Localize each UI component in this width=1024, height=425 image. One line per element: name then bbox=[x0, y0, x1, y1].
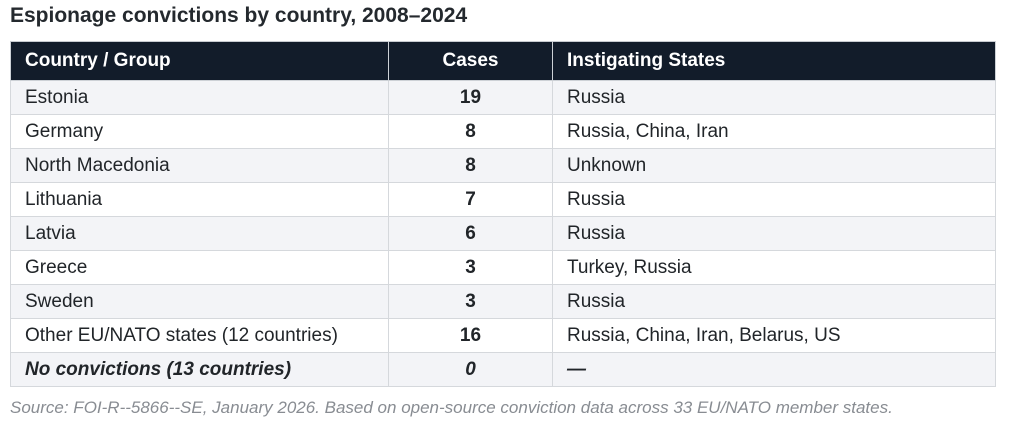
country-cell: Estonia bbox=[10, 80, 389, 115]
instigators-cell: Russia bbox=[552, 284, 996, 319]
country-cell: North Macedonia bbox=[10, 148, 389, 183]
cases-cell: 3 bbox=[388, 250, 553, 285]
table-body: Estonia 19 Russia Germany 8 Russia, Chin… bbox=[10, 80, 996, 387]
table-row: Latvia 6 Russia bbox=[10, 216, 996, 251]
cases-cell: 0 bbox=[388, 352, 553, 387]
country-cell: Lithuania bbox=[10, 182, 389, 217]
instigators-cell: Russia bbox=[552, 182, 996, 217]
table-row: Greece 3 Turkey, Russia bbox=[10, 250, 996, 285]
instigators-cell: Unknown bbox=[552, 148, 996, 183]
column-header-country: Country / Group bbox=[10, 41, 389, 81]
instigators-cell: Russia, China, Iran bbox=[552, 114, 996, 149]
cases-cell: 7 bbox=[388, 182, 553, 217]
country-cell: Other EU/NATO states (12 countries) bbox=[10, 318, 389, 353]
instigators-cell: Turkey, Russia bbox=[552, 250, 996, 285]
instigators-cell: — bbox=[552, 352, 996, 387]
source-note: Source: FOI-R--5866--SE, January 2026. B… bbox=[10, 398, 893, 417]
table-row: Estonia 19 Russia bbox=[10, 80, 996, 115]
country-cell: No convictions (13 countries) bbox=[10, 352, 389, 387]
cases-cell: 3 bbox=[388, 284, 553, 319]
column-header-cases: Cases bbox=[388, 41, 553, 81]
country-cell: Greece bbox=[10, 250, 389, 285]
table-row: Other EU/NATO states (12 countries) 16 R… bbox=[10, 318, 996, 353]
instigators-cell: Russia bbox=[552, 80, 996, 115]
cases-cell: 16 bbox=[388, 318, 553, 353]
cases-cell: 8 bbox=[388, 114, 553, 149]
instigators-cell: Russia bbox=[552, 216, 996, 251]
table-row-summary: No convictions (13 countries) 0 — bbox=[10, 352, 996, 387]
page-title: Espionage convictions by country, 2008–2… bbox=[10, 4, 468, 27]
table-row: Sweden 3 Russia bbox=[10, 284, 996, 319]
country-cell: Germany bbox=[10, 114, 389, 149]
table-row: North Macedonia 8 Unknown bbox=[10, 148, 996, 183]
country-cell: Sweden bbox=[10, 284, 389, 319]
table-header: Country / Group Cases Instigating States bbox=[10, 41, 996, 81]
instigators-cell: Russia, China, Iran, Belarus, US bbox=[552, 318, 996, 353]
cases-cell: 8 bbox=[388, 148, 553, 183]
cases-cell: 6 bbox=[388, 216, 553, 251]
table-row: Germany 8 Russia, China, Iran bbox=[10, 114, 996, 149]
cases-cell: 19 bbox=[388, 80, 553, 115]
convictions-table: Country / Group Cases Instigating States… bbox=[10, 41, 996, 387]
column-header-instigating-states: Instigating States bbox=[552, 41, 996, 81]
table-row: Lithuania 7 Russia bbox=[10, 182, 996, 217]
country-cell: Latvia bbox=[10, 216, 389, 251]
header-row: Country / Group Cases Instigating States bbox=[10, 41, 996, 81]
